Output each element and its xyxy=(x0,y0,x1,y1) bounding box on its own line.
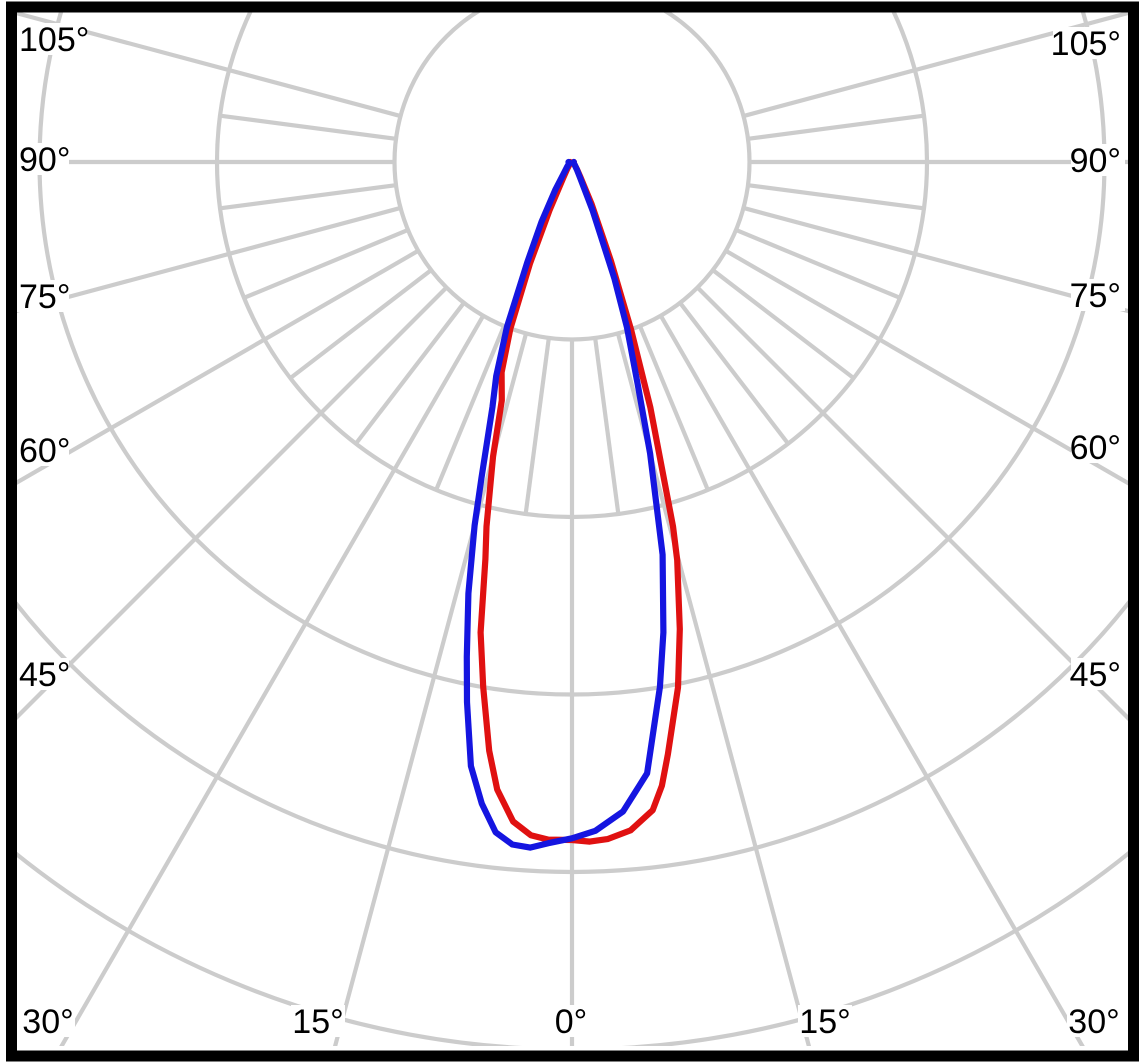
angle-label: 105° xyxy=(19,21,89,59)
angle-label: 15° xyxy=(292,1003,343,1041)
angle-label: 60° xyxy=(19,432,70,470)
angle-label: 60° xyxy=(1070,429,1121,467)
grid-spoke-minor xyxy=(354,301,466,445)
grid-spoke-major xyxy=(615,332,812,1046)
grid-spoke-minor xyxy=(747,183,925,211)
angle-label-mask xyxy=(1071,144,1125,176)
angle-label: 75° xyxy=(1070,277,1121,315)
angle-label-mask xyxy=(553,1005,589,1037)
angle-label: 15° xyxy=(799,1003,850,1041)
angle-label: 105° xyxy=(1051,25,1121,63)
angle-label: 90° xyxy=(1070,142,1121,180)
grid-spoke-major xyxy=(59,314,486,1046)
angle-labels: 105° 90° 75° 60° 45° 105° 90° 75° 60° 45° 30° 15° 0°… xyxy=(15,21,1125,1041)
grid-spoke-minor xyxy=(219,113,397,141)
grid-spoke-minor xyxy=(637,325,710,491)
angle-label-mask xyxy=(21,1005,75,1037)
angle-label: 90° xyxy=(19,141,70,179)
blue-curve xyxy=(463,158,667,851)
angle-label-mask xyxy=(1067,1005,1121,1037)
angle-label-mask xyxy=(15,143,69,175)
grid-spoke-minor xyxy=(434,325,507,491)
angle-label: 30° xyxy=(22,1003,73,1041)
angle-label-mask xyxy=(798,1005,852,1037)
grid-spoke-minor xyxy=(711,268,855,380)
grid-spoke-minor xyxy=(243,227,409,300)
grid-spoke-major xyxy=(658,314,1085,1046)
angle-label-mask xyxy=(15,658,69,690)
grid-spoke-major xyxy=(15,286,448,722)
grid-spoke-minor xyxy=(523,337,551,515)
grid-spoke-major xyxy=(696,286,1130,723)
chart-frame xyxy=(6,1,1139,1062)
angle-label-mask xyxy=(1071,279,1125,311)
angle-label-mask xyxy=(15,434,69,466)
angle-label: 45° xyxy=(1070,656,1121,694)
grid-spoke-minor xyxy=(747,113,925,141)
grid-spoke-minor xyxy=(289,268,433,380)
angle-label-mask xyxy=(291,1005,345,1037)
angle-label: 75° xyxy=(19,278,70,316)
angle-label-mask xyxy=(1071,431,1125,463)
grid-spoke-minor xyxy=(735,227,901,300)
angle-label: 0° xyxy=(555,1003,588,1041)
angle-label-mask xyxy=(1071,658,1125,690)
angle-label-mask xyxy=(1053,27,1125,59)
intensity-curves xyxy=(463,158,683,851)
grid-spoke-minor xyxy=(219,183,397,211)
angle-label-mask xyxy=(15,23,87,55)
angle-label-mask xyxy=(15,280,69,312)
grid-spoke-minor xyxy=(593,337,621,515)
grid-spoke-major xyxy=(332,332,529,1046)
angle-label: 30° xyxy=(1068,1003,1119,1041)
grid-spoke-minor xyxy=(678,301,790,445)
angle-label: 45° xyxy=(19,656,70,694)
